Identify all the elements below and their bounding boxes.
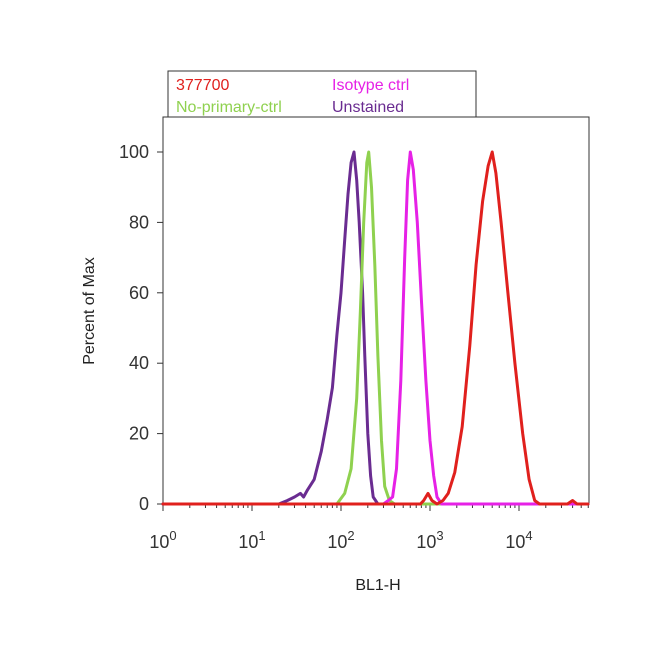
y-tick-label: 100 bbox=[119, 142, 149, 162]
y-tick-label: 80 bbox=[129, 212, 149, 232]
x-tick-label: 101 bbox=[238, 528, 265, 552]
y-tick-label: 40 bbox=[129, 353, 149, 373]
y-tick-label: 60 bbox=[129, 283, 149, 303]
x-tick-label: 100 bbox=[149, 528, 176, 552]
x-tick-label: 104 bbox=[505, 528, 532, 552]
legend-box bbox=[167, 70, 477, 118]
x-tick-label: 103 bbox=[416, 528, 443, 552]
y-axis: 0 20 40 60 80 100 bbox=[119, 142, 163, 514]
legend-item-isotype-ctrl: Isotype ctrl bbox=[332, 77, 409, 94]
x-axis-title: BL1-H bbox=[355, 577, 400, 594]
legend-item-unstained: Unstained bbox=[332, 99, 404, 116]
legend-item-377700: 377700 bbox=[176, 77, 229, 94]
y-tick-label: 0 bbox=[139, 494, 149, 514]
y-axis-title: Percent of Max bbox=[81, 257, 98, 365]
series-line-isotype-ctrl bbox=[161, 150, 590, 506]
legend: 377700 Isotype ctrl No-primary-ctrl Unst… bbox=[167, 70, 477, 118]
series-line-unstained bbox=[161, 150, 590, 506]
series-lines bbox=[161, 150, 590, 506]
series-line-377700 bbox=[161, 150, 590, 506]
x-axis: 100 101 102 103 104 bbox=[149, 504, 589, 552]
x-tick-label: 102 bbox=[327, 528, 354, 552]
legend-item-no-primary-ctrl: No-primary-ctrl bbox=[176, 99, 282, 116]
y-tick-label: 20 bbox=[129, 424, 149, 444]
series-line-no-primary-ctrl bbox=[161, 150, 590, 506]
